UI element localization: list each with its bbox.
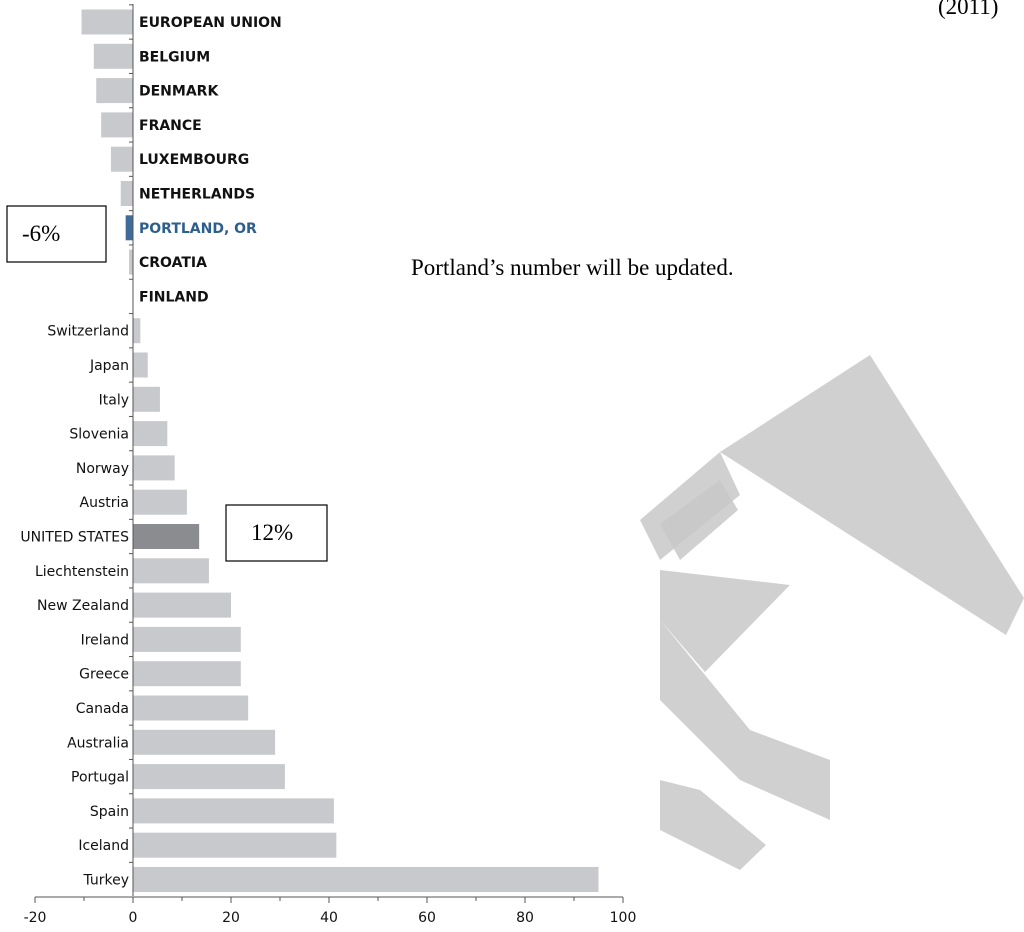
bar-united-states: [133, 524, 199, 549]
category-label: Australia: [67, 735, 129, 751]
bar-japan: [133, 353, 148, 378]
bar-france: [101, 112, 133, 137]
bar-denmark: [96, 78, 133, 103]
bar-liechtenstein: [133, 558, 209, 583]
x-tick-label: 20: [222, 910, 240, 926]
bar-portland-or: [126, 215, 133, 240]
header-fragment: (2011): [938, 0, 998, 19]
category-label: FRANCE: [139, 118, 202, 134]
bar-iceland: [133, 833, 336, 858]
bar-italy: [133, 387, 160, 412]
category-label: Turkey: [82, 873, 129, 889]
bar-greece: [133, 661, 241, 686]
category-label: DENMARK: [139, 84, 219, 100]
draft-watermark: [640, 355, 1024, 870]
bar-european-union: [82, 10, 133, 35]
category-label: Japan: [89, 358, 129, 374]
category-label: Portugal: [71, 770, 129, 786]
note-text: Portland’s number will be updated.: [411, 255, 734, 280]
bar-ireland: [133, 627, 241, 652]
bars-group: [82, 10, 599, 893]
category-label: Austria: [80, 495, 129, 511]
us-callout-text: 12%: [251, 520, 293, 545]
portland-callout-text: -6%: [22, 221, 60, 246]
bar-croatia: [129, 250, 133, 275]
us-callout: 12%: [226, 505, 327, 561]
category-label: Ireland: [81, 632, 129, 648]
bar-switzerland: [133, 318, 140, 343]
x-tick-label: -20: [24, 910, 47, 926]
bar-slovenia: [133, 421, 167, 446]
bar-netherlands: [121, 181, 133, 206]
category-labels: EUROPEAN UNION BELGIUM DENMARK FRANCE LUXEMB…: [20, 15, 281, 889]
category-label: Slovenia: [69, 427, 129, 443]
x-tick-label: 100: [610, 910, 637, 926]
category-label: EUROPEAN UNION: [139, 15, 282, 31]
category-label: Norway: [76, 461, 129, 477]
x-tick-label: 60: [418, 910, 436, 926]
bar-austria: [133, 490, 187, 515]
bar-new-zealand: [133, 593, 231, 618]
bar-luxembourg: [111, 147, 133, 172]
category-label: Iceland: [78, 838, 129, 854]
x-tick-label: 40: [320, 910, 338, 926]
x-tick-label: 80: [516, 910, 534, 926]
bar-belgium: [94, 44, 133, 69]
bar-canada: [133, 696, 248, 721]
category-label: Spain: [90, 804, 129, 820]
bar-spain: [133, 798, 334, 823]
category-label: BELGIUM: [139, 49, 210, 65]
category-label: New Zealand: [37, 598, 129, 614]
category-label: Liechtenstein: [35, 564, 129, 580]
portland-callout: -6%: [7, 206, 106, 262]
bar-turkey: [133, 867, 599, 892]
watermark-stroke: [660, 780, 766, 870]
bar-norway: [133, 455, 175, 480]
category-label: Switzerland: [47, 324, 129, 340]
category-label: LUXEMBOURG: [139, 152, 249, 168]
x-tick-label: 0: [129, 910, 138, 926]
bar-portugal: [133, 764, 285, 789]
category-label: Canada: [76, 701, 129, 717]
category-label: NETHERLANDS: [139, 187, 255, 203]
category-label: CROATIA: [139, 255, 207, 271]
bar-australia: [133, 730, 275, 755]
category-label: Italy: [99, 392, 129, 408]
category-label: Greece: [79, 667, 129, 683]
category-label: UNITED STATES: [20, 530, 129, 546]
category-label: PORTLAND, OR: [139, 221, 257, 237]
category-label: FINLAND: [139, 289, 209, 305]
